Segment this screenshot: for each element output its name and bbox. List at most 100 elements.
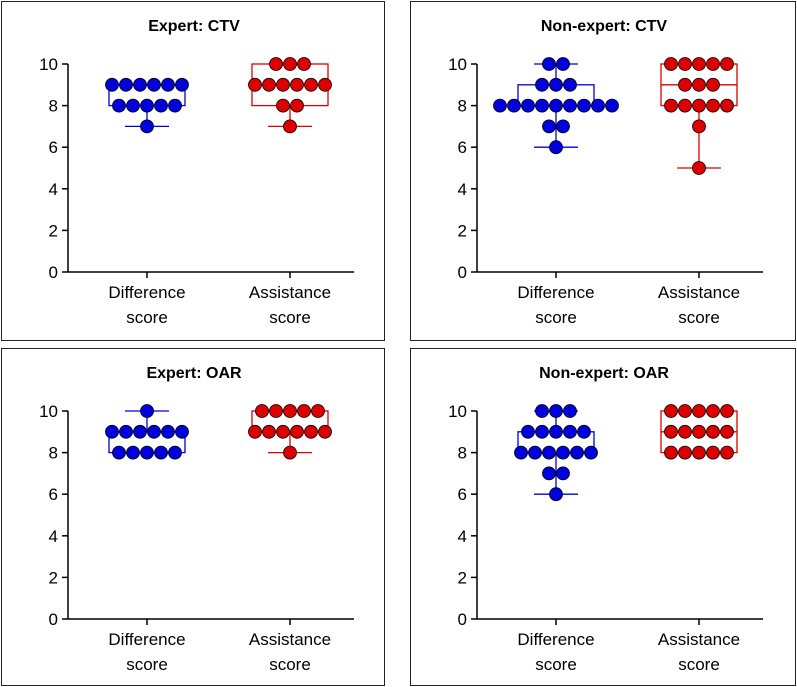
data-point <box>528 445 542 460</box>
data-point <box>112 445 126 460</box>
data-point <box>542 119 556 134</box>
data-point <box>514 445 528 460</box>
data-point <box>535 424 549 439</box>
panel-nonexpert-oar: Non-expert: OAR 0 2 4 6 8 10 Difference score Ass… <box>410 348 796 686</box>
y-tick-label: 8 <box>49 97 58 116</box>
data-point <box>692 57 706 71</box>
data-point <box>168 98 182 113</box>
x-category-label-line1: Assistance <box>249 283 331 302</box>
data-point <box>175 424 189 439</box>
data-point <box>535 404 549 418</box>
data-point <box>119 77 133 92</box>
data-point <box>283 119 297 134</box>
data-point <box>535 98 549 113</box>
data-point <box>692 424 706 439</box>
data-point <box>105 424 119 439</box>
data-point <box>133 424 147 439</box>
data-point <box>556 445 570 460</box>
data-point <box>147 424 161 439</box>
data-point <box>318 424 332 439</box>
data-point <box>563 404 577 418</box>
data-point <box>154 98 168 113</box>
data-point <box>269 404 283 418</box>
data-point <box>276 98 290 113</box>
data-point <box>297 57 311 71</box>
data-point <box>692 445 706 460</box>
data-point <box>542 445 556 460</box>
panel-expert-ctv: Expert: CTV 0 2 4 6 8 10 Difference score Assista… <box>1 1 385 341</box>
data-point <box>542 466 556 481</box>
x-category-label-line2: score <box>678 308 720 327</box>
data-point <box>720 404 734 418</box>
data-point <box>563 424 577 439</box>
y-tick-label: 0 <box>458 263 467 282</box>
x-category-label-line2: score <box>269 308 311 327</box>
data-point <box>154 445 168 460</box>
data-point <box>584 445 598 460</box>
data-point <box>720 57 734 71</box>
data-point <box>563 98 577 113</box>
data-point <box>304 424 318 439</box>
y-tick-label: 2 <box>49 221 58 240</box>
data-point <box>706 404 720 418</box>
data-point <box>678 445 692 460</box>
panel-nonexpert-ctv: Non-expert: CTV 0 2 4 6 8 10 Difference score Ass… <box>410 1 796 341</box>
data-point <box>521 424 535 439</box>
x-category-label-line1: Difference <box>108 283 185 302</box>
data-point <box>706 424 720 439</box>
y-tick-label: 4 <box>458 180 467 199</box>
y-tick-label: 4 <box>49 527 58 546</box>
chart-title: Non-expert: CTV <box>541 18 668 35</box>
data-point <box>304 77 318 92</box>
data-point <box>140 404 154 418</box>
data-point <box>706 445 720 460</box>
data-point <box>276 77 290 92</box>
x-category-label-line1: Difference <box>517 630 594 649</box>
chart-svg: Non-expert: OAR 0 2 4 6 8 10 Difference score Ass… <box>448 365 763 674</box>
data-point <box>126 98 140 113</box>
data-point <box>161 424 175 439</box>
x-category-label-line2: score <box>126 308 168 327</box>
data-point <box>248 77 262 92</box>
data-point <box>290 424 304 439</box>
chart-title: Non-expert: OAR <box>539 365 669 382</box>
data-point <box>678 57 692 71</box>
y-tick-label: 10 <box>39 55 58 74</box>
data-point <box>692 77 706 92</box>
x-category-label-line1: Difference <box>517 283 594 302</box>
data-point <box>692 404 706 418</box>
data-point <box>535 77 549 92</box>
data-point <box>168 445 182 460</box>
data-point <box>692 119 706 134</box>
data-point <box>521 98 535 113</box>
data-point <box>549 98 563 113</box>
data-point <box>678 404 692 418</box>
data-point <box>720 445 734 460</box>
y-tick-label: 6 <box>458 485 467 504</box>
data-point <box>664 57 678 71</box>
y-tick-label: 0 <box>49 263 58 282</box>
data-point <box>133 77 147 92</box>
y-tick-label: 10 <box>448 402 467 421</box>
data-point <box>248 424 262 439</box>
data-point <box>283 445 297 460</box>
data-point <box>664 98 678 113</box>
data-point <box>720 424 734 439</box>
y-tick-label: 6 <box>458 138 467 157</box>
data-point <box>283 57 297 71</box>
data-point <box>147 77 161 92</box>
data-point <box>140 445 154 460</box>
data-point <box>318 77 332 92</box>
data-point <box>175 77 189 92</box>
y-tick-label: 0 <box>458 610 467 629</box>
data-point <box>549 404 563 418</box>
data-point <box>161 77 175 92</box>
chart-svg: Non-expert: CTV 0 2 4 6 8 10 Difference score Ass… <box>448 18 763 327</box>
y-tick-label: 6 <box>49 138 58 157</box>
x-category-label-line2: score <box>126 655 168 674</box>
x-category-label-line2: score <box>269 655 311 674</box>
data-point <box>269 57 283 71</box>
data-point <box>678 98 692 113</box>
chart-svg: Expert: OAR 0 2 4 6 8 10 Difference score Assista… <box>39 365 354 674</box>
data-point <box>563 77 577 92</box>
